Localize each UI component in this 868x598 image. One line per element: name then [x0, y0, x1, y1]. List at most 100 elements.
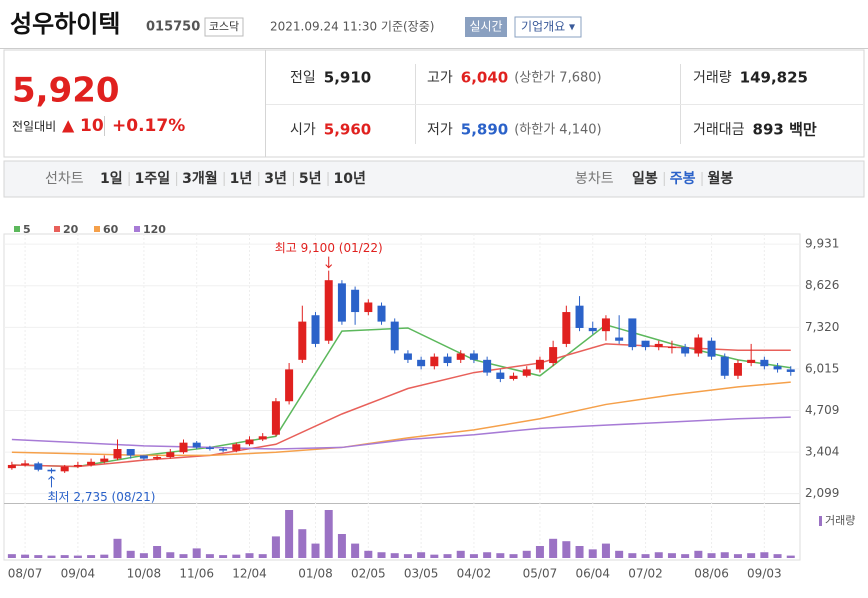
market: 코스닥 [209, 20, 239, 33]
x-tick-label: 06/04 [575, 567, 610, 581]
volume-bar [364, 550, 373, 558]
volume-bar [87, 555, 96, 558]
x-tick-label: 03/05 [404, 567, 439, 581]
tab-group-label: 선차트 [45, 171, 84, 187]
realtime-button[interactable] [465, 17, 507, 37]
volume-bar [456, 550, 465, 558]
candle-body [733, 363, 742, 376]
volume-bar [786, 555, 795, 558]
change-pct: +0.17% [112, 116, 185, 136]
candle-body [139, 455, 148, 459]
tab[interactable]: 5년 [299, 171, 322, 187]
x-tick-label: 09/04 [61, 567, 96, 581]
candle-body [311, 315, 320, 344]
quote-row-sep [266, 104, 863, 105]
company-label[interactable]: 기업개요 ▾ [521, 20, 575, 34]
high-annotation: 최고 9,100 (01/22) [275, 241, 383, 255]
candle-body [681, 347, 690, 354]
timestamp: 2021.09.24 11:30 기준(장중) [270, 20, 434, 34]
volume-bar [522, 550, 531, 558]
volume-bar [403, 554, 412, 558]
candle-body [562, 312, 571, 344]
candle-body [786, 369, 795, 372]
volume-bar [509, 554, 518, 558]
change: 10 [80, 116, 104, 136]
volume-bar [60, 555, 69, 558]
candle-body [298, 321, 307, 360]
x-tick-label: 07/02 [628, 567, 663, 581]
candle-body [641, 340, 650, 348]
volume-bar [245, 553, 254, 558]
tab[interactable]: 3개월 [182, 170, 218, 187]
candle-body [245, 439, 254, 445]
tab-sep [128, 172, 130, 186]
tab[interactable]: 3년 [264, 171, 287, 187]
volume-bar [496, 553, 505, 558]
candle-body [694, 337, 703, 354]
candle-body [205, 447, 214, 450]
legend-label: 20 [63, 223, 79, 236]
quote-value: 6,040 [461, 69, 508, 87]
volume-bar [205, 554, 214, 558]
volume-bar [271, 536, 280, 558]
volume-bar [654, 552, 663, 558]
volume-bar [21, 554, 30, 558]
volume-bar [192, 548, 201, 558]
realtime-label[interactable]: 실시간 [469, 20, 502, 34]
candle-body [575, 305, 584, 328]
tab[interactable]: 월봉 [708, 170, 734, 187]
volume-bar [430, 554, 439, 558]
tab[interactable]: 1일 [100, 171, 123, 187]
quote-label: 거래량 [693, 70, 732, 86]
volume-bar [628, 553, 637, 558]
x-tick-label: 12/04 [232, 567, 267, 581]
candle-body [707, 340, 716, 357]
candle-body [21, 463, 30, 465]
volume-bar [34, 555, 43, 558]
volume-bar [390, 553, 399, 558]
tab[interactable]: 10년 [334, 171, 366, 187]
candle-body [153, 456, 162, 459]
volume-bar [641, 554, 650, 558]
panel-sep [4, 503, 800, 504]
volume-bar [667, 553, 676, 558]
candle-body [588, 327, 597, 332]
code: 015750 [146, 20, 200, 35]
tab-sep [327, 172, 329, 186]
candle-body [417, 359, 426, 367]
volume-bar [377, 552, 386, 558]
tab[interactable]: 일봉 [632, 171, 658, 187]
candle-body [720, 356, 729, 376]
quote-value: 5,960 [324, 121, 371, 139]
candle-body [87, 461, 96, 465]
volume-bar [311, 543, 320, 558]
quote-extra: (상한가 7,680) [514, 71, 601, 86]
candle-body [615, 337, 624, 341]
candle-body [7, 464, 16, 469]
tab[interactable]: 주봉 [670, 171, 696, 187]
tab[interactable]: 1년 [230, 171, 253, 187]
company-button[interactable] [514, 16, 582, 38]
volume-bar [47, 555, 56, 558]
x-tick-label: 08/07 [8, 567, 43, 581]
tab[interactable]: 1주일 [135, 171, 171, 187]
volume-bar [179, 554, 188, 558]
change-sep [104, 116, 105, 136]
volume-bar [733, 554, 742, 558]
volume-bar [324, 510, 333, 558]
candle-body [628, 318, 637, 348]
volume-bar [166, 552, 175, 558]
volume-bar [549, 538, 558, 558]
candle-body [100, 458, 109, 462]
candle-body [271, 401, 280, 435]
x-tick-label: 09/03 [747, 567, 782, 581]
y-tick-label: 6,015 [805, 361, 839, 375]
quote-label: 시가 [290, 122, 316, 138]
volume-bar [575, 546, 584, 558]
volume-bar [7, 554, 16, 558]
candle-body [667, 347, 676, 349]
volume-legend-swatch [819, 516, 822, 526]
candle-body [443, 356, 452, 364]
volume-bar [760, 552, 769, 558]
